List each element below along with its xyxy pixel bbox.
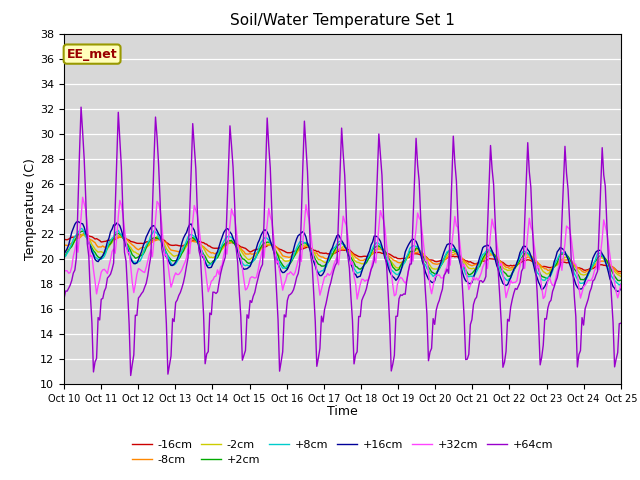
- -2cm: [60, 248, 68, 253]
- Line: -16cm: -16cm: [64, 234, 621, 272]
- -16cm: [617, 269, 625, 275]
- -8cm: [228, 239, 236, 245]
- +32cm: [353, 296, 361, 302]
- -2cm: [305, 244, 313, 250]
- +32cm: [130, 290, 138, 296]
- -2cm: [588, 265, 595, 271]
- -2cm: [228, 239, 236, 244]
- +2cm: [305, 244, 313, 250]
- +64cm: [127, 372, 134, 378]
- +16cm: [246, 264, 254, 269]
- +2cm: [255, 247, 263, 253]
- -2cm: [246, 256, 254, 262]
- +8cm: [130, 259, 138, 265]
- -8cm: [305, 244, 313, 250]
- +2cm: [60, 253, 68, 259]
- +64cm: [60, 296, 68, 302]
- Line: +32cm: +32cm: [64, 197, 621, 299]
- -8cm: [255, 249, 263, 254]
- Line: +8cm: +8cm: [64, 228, 621, 285]
- +16cm: [255, 237, 263, 243]
- +8cm: [246, 263, 254, 268]
- -8cm: [60, 242, 68, 248]
- -16cm: [60, 236, 68, 242]
- -2cm: [130, 249, 138, 255]
- +2cm: [130, 253, 138, 259]
- +2cm: [246, 260, 254, 266]
- X-axis label: Time: Time: [327, 405, 358, 418]
- +2cm: [588, 265, 595, 271]
- -8cm: [246, 251, 254, 256]
- +16cm: [228, 231, 236, 237]
- -16cm: [588, 266, 595, 272]
- +8cm: [60, 254, 68, 260]
- +8cm: [616, 282, 623, 288]
- Line: +2cm: +2cm: [64, 231, 621, 281]
- +16cm: [617, 286, 625, 292]
- +8cm: [305, 242, 313, 248]
- -8cm: [130, 243, 138, 249]
- +64cm: [229, 164, 237, 170]
- -8cm: [81, 232, 88, 238]
- +2cm: [617, 277, 625, 283]
- Title: Soil/Water Temperature Set 1: Soil/Water Temperature Set 1: [230, 13, 455, 28]
- +64cm: [307, 252, 314, 258]
- +32cm: [255, 261, 263, 266]
- +16cm: [614, 288, 621, 294]
- +2cm: [79, 228, 86, 234]
- -8cm: [617, 271, 625, 276]
- Legend: -16cm, -8cm, -2cm, +2cm, +8cm, +16cm, +32cm, +64cm: -16cm, -8cm, -2cm, +2cm, +8cm, +16cm, +3…: [127, 435, 557, 469]
- +64cm: [617, 320, 625, 326]
- -16cm: [228, 240, 236, 245]
- Line: +64cm: +64cm: [64, 107, 621, 375]
- +32cm: [305, 216, 313, 222]
- +32cm: [60, 268, 68, 274]
- Line: -2cm: -2cm: [64, 234, 621, 276]
- -8cm: [588, 265, 595, 271]
- +16cm: [305, 244, 313, 250]
- +64cm: [257, 265, 265, 271]
- -16cm: [305, 244, 313, 250]
- +32cm: [228, 206, 236, 212]
- +32cm: [589, 274, 596, 280]
- Line: -8cm: -8cm: [64, 235, 621, 274]
- +16cm: [130, 261, 138, 266]
- +32cm: [617, 282, 625, 288]
- -2cm: [79, 231, 86, 237]
- -16cm: [255, 246, 263, 252]
- +16cm: [74, 219, 82, 225]
- +2cm: [616, 278, 623, 284]
- +16cm: [588, 261, 595, 267]
- +8cm: [77, 226, 85, 231]
- +8cm: [228, 235, 236, 240]
- +32cm: [246, 276, 254, 281]
- +64cm: [589, 278, 596, 284]
- -16cm: [82, 231, 90, 237]
- -16cm: [130, 239, 138, 245]
- +64cm: [131, 312, 139, 318]
- +8cm: [617, 281, 625, 287]
- +16cm: [60, 252, 68, 257]
- +8cm: [588, 265, 595, 271]
- Text: EE_met: EE_met: [67, 48, 117, 60]
- -16cm: [246, 249, 254, 255]
- Line: +16cm: +16cm: [64, 222, 621, 291]
- Y-axis label: Temperature (C): Temperature (C): [24, 158, 37, 260]
- -8cm: [616, 271, 623, 276]
- +64cm: [77, 104, 85, 110]
- +64cm: [248, 300, 255, 305]
- +2cm: [228, 238, 236, 243]
- -2cm: [617, 274, 625, 279]
- +8cm: [255, 243, 263, 249]
- +32cm: [79, 194, 86, 200]
- -2cm: [255, 248, 263, 254]
